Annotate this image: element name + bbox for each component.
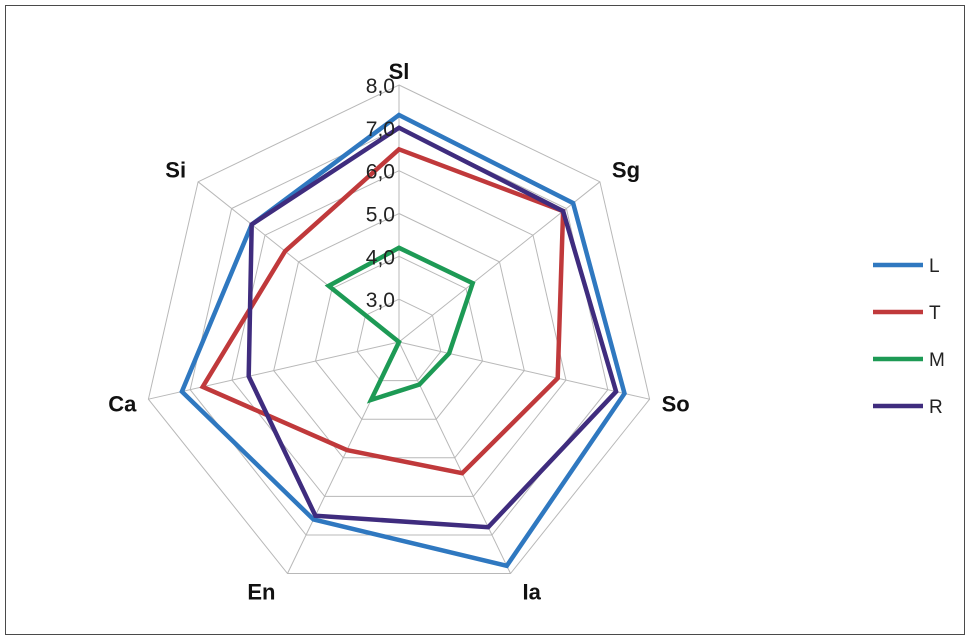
category-label-si: Si bbox=[165, 157, 186, 182]
axis-spoke bbox=[148, 342, 399, 399]
radial-tick-labels: 3,04,05,06,07,08,0 bbox=[366, 75, 395, 312]
category-label-en: En bbox=[247, 580, 275, 605]
radar-grid bbox=[148, 85, 649, 574]
category-label-sg: Sg bbox=[612, 157, 640, 182]
legend: L T M R bbox=[873, 256, 945, 418]
legend-label-t: T bbox=[929, 303, 941, 324]
radial-tick-label: 3,0 bbox=[366, 289, 395, 312]
radial-tick-label: 4,0 bbox=[366, 246, 395, 269]
category-label-ca: Ca bbox=[108, 392, 137, 417]
radar-series bbox=[182, 115, 625, 566]
category-label-ia: Ia bbox=[523, 580, 542, 605]
radial-tick-label: 7,0 bbox=[366, 118, 395, 141]
legend-label-l: L bbox=[929, 256, 940, 277]
legend-label-r: R bbox=[929, 397, 943, 418]
radial-tick-label: 6,0 bbox=[366, 161, 395, 184]
category-label-so: So bbox=[662, 392, 690, 417]
legend-label-m: M bbox=[929, 350, 945, 371]
category-label-sl: Sl bbox=[389, 59, 410, 84]
series-m-line bbox=[329, 248, 473, 400]
radial-tick-label: 5,0 bbox=[366, 204, 395, 227]
